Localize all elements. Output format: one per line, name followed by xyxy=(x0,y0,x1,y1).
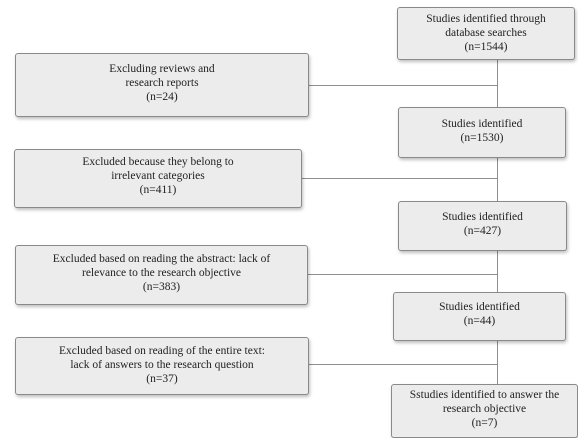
box-text-line: Sstudies identified to answer the xyxy=(409,389,560,401)
box-text-line: (n=411) xyxy=(139,184,177,196)
exclusion-box-categories: Excluded because they belong to irreleva… xyxy=(14,149,302,208)
box-text-line: (n=44) xyxy=(463,315,496,327)
connector-exclusion-1 xyxy=(309,85,497,86)
box-text-line: relevance to the research objective xyxy=(82,267,241,279)
box-text-line: Studies identified xyxy=(439,301,520,313)
box-text-line: irrelevant categories xyxy=(111,170,205,182)
connector-exclusion-2 xyxy=(302,178,497,179)
box-text-line: Excluded because they belong to xyxy=(82,156,234,168)
connector-exclusion-4 xyxy=(309,364,497,365)
box-text-line: Excluded based on reading the abstract: … xyxy=(52,253,271,265)
box-text-line: (n=383) xyxy=(142,281,181,293)
flow-box-identified-427: Studies identified (n=427) xyxy=(398,201,567,251)
box-text-line: Studies identified xyxy=(442,211,523,223)
box-text-line: (n=1544) xyxy=(464,41,508,53)
flow-box-identified-44: Studies identified (n=44) xyxy=(393,292,566,341)
box-text-line: database searches xyxy=(445,27,527,39)
box-text-line: research reports xyxy=(125,77,199,89)
exclusion-box-abstract: Excluded based on reading the abstract: … xyxy=(15,245,308,305)
box-text-line: Excluded based on reading of the entire … xyxy=(59,345,265,357)
flow-box-identified-db: Studies identified through database sear… xyxy=(397,7,575,60)
box-text-line: (n=24) xyxy=(146,91,178,103)
connector-exclusion-3 xyxy=(308,274,497,275)
box-text-line: Excluding reviews and xyxy=(109,63,215,75)
box-text-line: (n=1530) xyxy=(460,132,504,144)
box-text-line: research objective xyxy=(442,403,527,415)
flow-box-identified-final: Sstudies identified to answer the resear… xyxy=(391,384,578,438)
box-text-line: Studies identified through xyxy=(426,13,546,25)
flow-box-identified-1530: Studies identified (n=1530) xyxy=(398,107,566,158)
box-text-line: (n=7) xyxy=(471,417,498,429)
box-text-line: (n=37) xyxy=(146,373,178,385)
box-text-line: (n=427) xyxy=(463,225,502,237)
box-text-line: Studies identified xyxy=(441,118,523,130)
exclusion-box-fulltext: Excluded based on reading of the entire … xyxy=(15,337,309,395)
exclusion-box-reviews: Excluding reviews and research reports (… xyxy=(15,53,309,117)
box-text-line: lack of answers to the research question xyxy=(70,359,254,371)
